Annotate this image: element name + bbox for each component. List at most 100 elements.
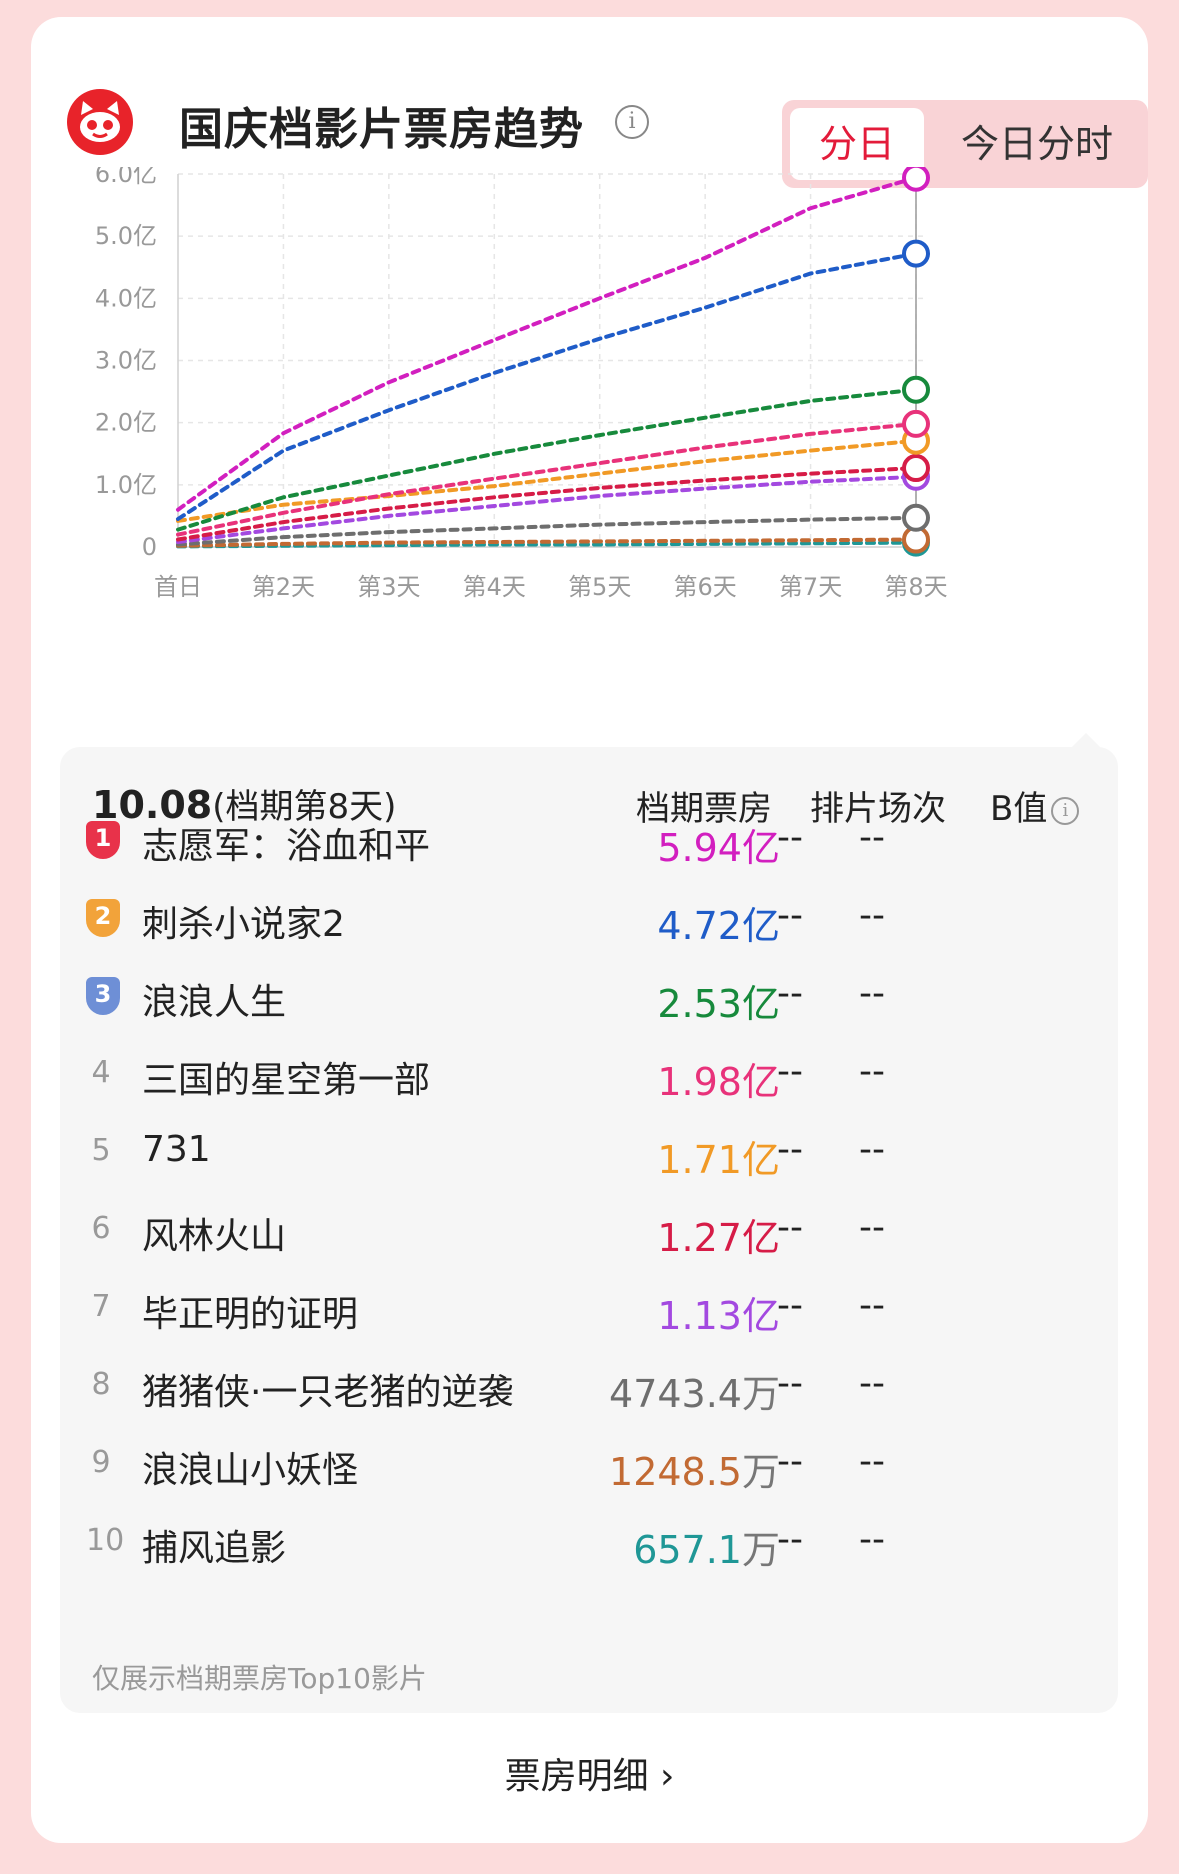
box-office-value: 1.13亿	[657, 1285, 780, 1340]
rank-number: 4	[91, 1055, 111, 1090]
film-name: 三国的星空第一部	[142, 1060, 431, 1101]
series-end-marker	[902, 375, 930, 404]
b-value: --	[859, 1519, 885, 1560]
box-office-number: 1.13	[657, 1294, 742, 1338]
film-name: 猪猪侠·一只老猪的逆袭	[142, 1372, 514, 1413]
screenings-value: --	[777, 1285, 803, 1326]
y-tick-label: 0	[142, 533, 157, 561]
film-row[interactable]: 10 捕风追影 657.1万 -- --	[60, 1511, 1118, 1589]
rank-number: 5	[91, 1133, 111, 1168]
screenings-value: --	[777, 1129, 803, 1170]
screenings-value: --	[777, 973, 803, 1014]
x-tick-label: 第6天	[674, 573, 737, 601]
b-value: --	[859, 1441, 885, 1482]
box-office-value: 1.27亿	[657, 1207, 780, 1262]
page-title: 国庆档影片票房趋势	[179, 104, 584, 155]
y-tick-label: 5.0亿	[95, 222, 157, 250]
film-row[interactable]: 1 志愿军：浴血和平 5.94亿 -- --	[60, 809, 1118, 887]
box-office-unit: 万	[741, 1372, 780, 1416]
box-office-number: 2.53	[657, 982, 742, 1026]
x-tick-label: 首日	[154, 573, 202, 601]
y-tick-label: 6.0亿	[95, 167, 157, 188]
info-icon[interactable]: i	[615, 105, 649, 139]
series-line	[176, 537, 918, 548]
series-end-marker	[902, 503, 930, 532]
x-tick-label: 第5天	[568, 573, 631, 601]
box-office-value: 4743.4万	[609, 1363, 780, 1418]
x-tick-label: 第3天	[357, 573, 420, 601]
b-value: --	[859, 895, 885, 936]
series-end-marker	[902, 167, 930, 192]
box-office-number: 4743.4	[609, 1372, 742, 1416]
rank-badge: 2	[86, 899, 120, 937]
b-value: --	[859, 1129, 885, 1170]
film-row[interactable]: 8 猪猪侠·一只老猪的逆袭 4743.4万 -- --	[60, 1355, 1118, 1433]
y-tick-label: 4.0亿	[95, 284, 157, 312]
rank-badge: 1	[86, 821, 120, 859]
screenings-value: --	[777, 1207, 803, 1248]
film-row[interactable]: 3 浪浪人生 2.53亿 -- --	[60, 965, 1118, 1043]
y-tick-label: 3.0亿	[95, 347, 157, 375]
box-office-number: 5.94	[657, 826, 742, 870]
b-value: --	[859, 1363, 885, 1404]
rank-badge: 3	[86, 977, 120, 1015]
box-office-number: 1.71	[657, 1138, 742, 1182]
series-line	[176, 175, 918, 512]
col-b-value: B值 i	[990, 781, 1080, 830]
box-office-number: 1.98	[657, 1060, 742, 1104]
film-name: 浪浪山小妖怪	[142, 1450, 359, 1491]
card-header: 国庆档影片票房趋势 i 分日 今日分时	[67, 57, 1148, 188]
x-tick-label: 第8天	[884, 573, 947, 601]
x-tick-label: 第2天	[252, 573, 315, 601]
box-office-card: 国庆档影片票房趋势 i 分日 今日分时 0 1.0亿 2.0亿 3.0亿 4.0亿 5.0…	[31, 17, 1148, 1843]
maoyan-cat-logo	[67, 89, 133, 155]
col-b-value-label: B值	[990, 789, 1048, 829]
film-row[interactable]: 5 731 1.71亿 -- --	[60, 1121, 1118, 1199]
series-end-marker	[902, 409, 930, 438]
box-office-value: 657.1万	[633, 1519, 780, 1574]
box-office-unit: 亿	[741, 1138, 780, 1182]
box-office-value: 1248.5万	[609, 1441, 780, 1496]
col-screenings: 排片场次	[810, 789, 946, 829]
series-line	[176, 438, 918, 523]
box-office-unit: 亿	[741, 1060, 780, 1104]
box-office-number: 1.27	[657, 1216, 742, 1260]
film-row[interactable]: 6 风林火山 1.27亿 -- --	[60, 1199, 1118, 1277]
box-office-value: 2.53亿	[657, 973, 780, 1028]
film-row[interactable]: 7 毕正明的证明 1.13亿 -- --	[60, 1277, 1118, 1355]
rank-number: 7	[91, 1289, 111, 1324]
rank-number: 10	[86, 1523, 125, 1558]
box-office-detail-link[interactable]: 票房明细 ›	[31, 1747, 1148, 1799]
box-office-unit: 万	[741, 1450, 780, 1494]
film-row[interactable]: 2 刺杀小说家2 4.72亿 -- --	[60, 887, 1118, 965]
screenings-value: --	[777, 895, 803, 936]
film-name: 毕正明的证明	[142, 1294, 359, 1335]
film-row[interactable]: 9 浪浪山小妖怪 1248.5万 -- --	[60, 1433, 1118, 1511]
box-office-value: 5.94亿	[657, 817, 780, 872]
film-row[interactable]: 4 三国的星空第一部 1.98亿 -- --	[60, 1043, 1118, 1121]
film-name: 浪浪人生	[142, 982, 287, 1023]
series-line	[176, 474, 918, 544]
box-office-number: 657.1	[633, 1528, 742, 1572]
box-office-number: 1248.5	[609, 1450, 742, 1494]
rank-number: 9	[91, 1445, 111, 1480]
b-value: --	[859, 973, 885, 1014]
film-name: 风林火山	[142, 1216, 287, 1257]
y-tick-label: 1.0亿	[95, 471, 157, 499]
box-office-unit: 亿	[741, 904, 780, 948]
series-line	[176, 421, 918, 537]
box-office-number: 4.72	[657, 904, 742, 948]
tab-today-hourly[interactable]: 今日分时	[960, 122, 1113, 166]
series-end-marker	[902, 239, 930, 268]
screenings-value: --	[777, 817, 803, 858]
tab-daily[interactable]: 分日	[790, 108, 924, 180]
box-office-unit: 亿	[741, 826, 780, 870]
b-value: --	[859, 1207, 885, 1248]
screenings-value: --	[777, 1051, 803, 1092]
box-office-value: 4.72亿	[657, 895, 780, 950]
b-value: --	[859, 1285, 885, 1326]
screenings-value: --	[777, 1363, 803, 1404]
date-suffix: (档期第8天)	[212, 787, 397, 827]
b-value-info-icon[interactable]: i	[1051, 796, 1080, 825]
